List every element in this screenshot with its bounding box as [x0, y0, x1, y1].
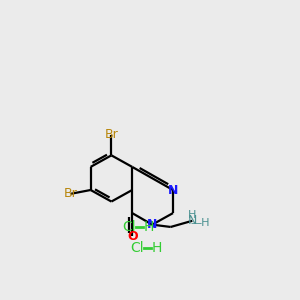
Text: O: O — [127, 230, 137, 243]
Text: H: H — [152, 241, 162, 255]
Text: H: H — [144, 220, 154, 234]
Text: Cl: Cl — [122, 220, 136, 234]
Text: N: N — [168, 184, 178, 196]
Text: Cl: Cl — [130, 241, 144, 255]
Text: N: N — [147, 218, 158, 231]
Text: N: N — [188, 214, 197, 227]
Text: Br: Br — [104, 128, 118, 141]
Text: H: H — [188, 210, 196, 220]
Text: Br: Br — [64, 187, 77, 200]
Text: —H: —H — [190, 218, 210, 228]
